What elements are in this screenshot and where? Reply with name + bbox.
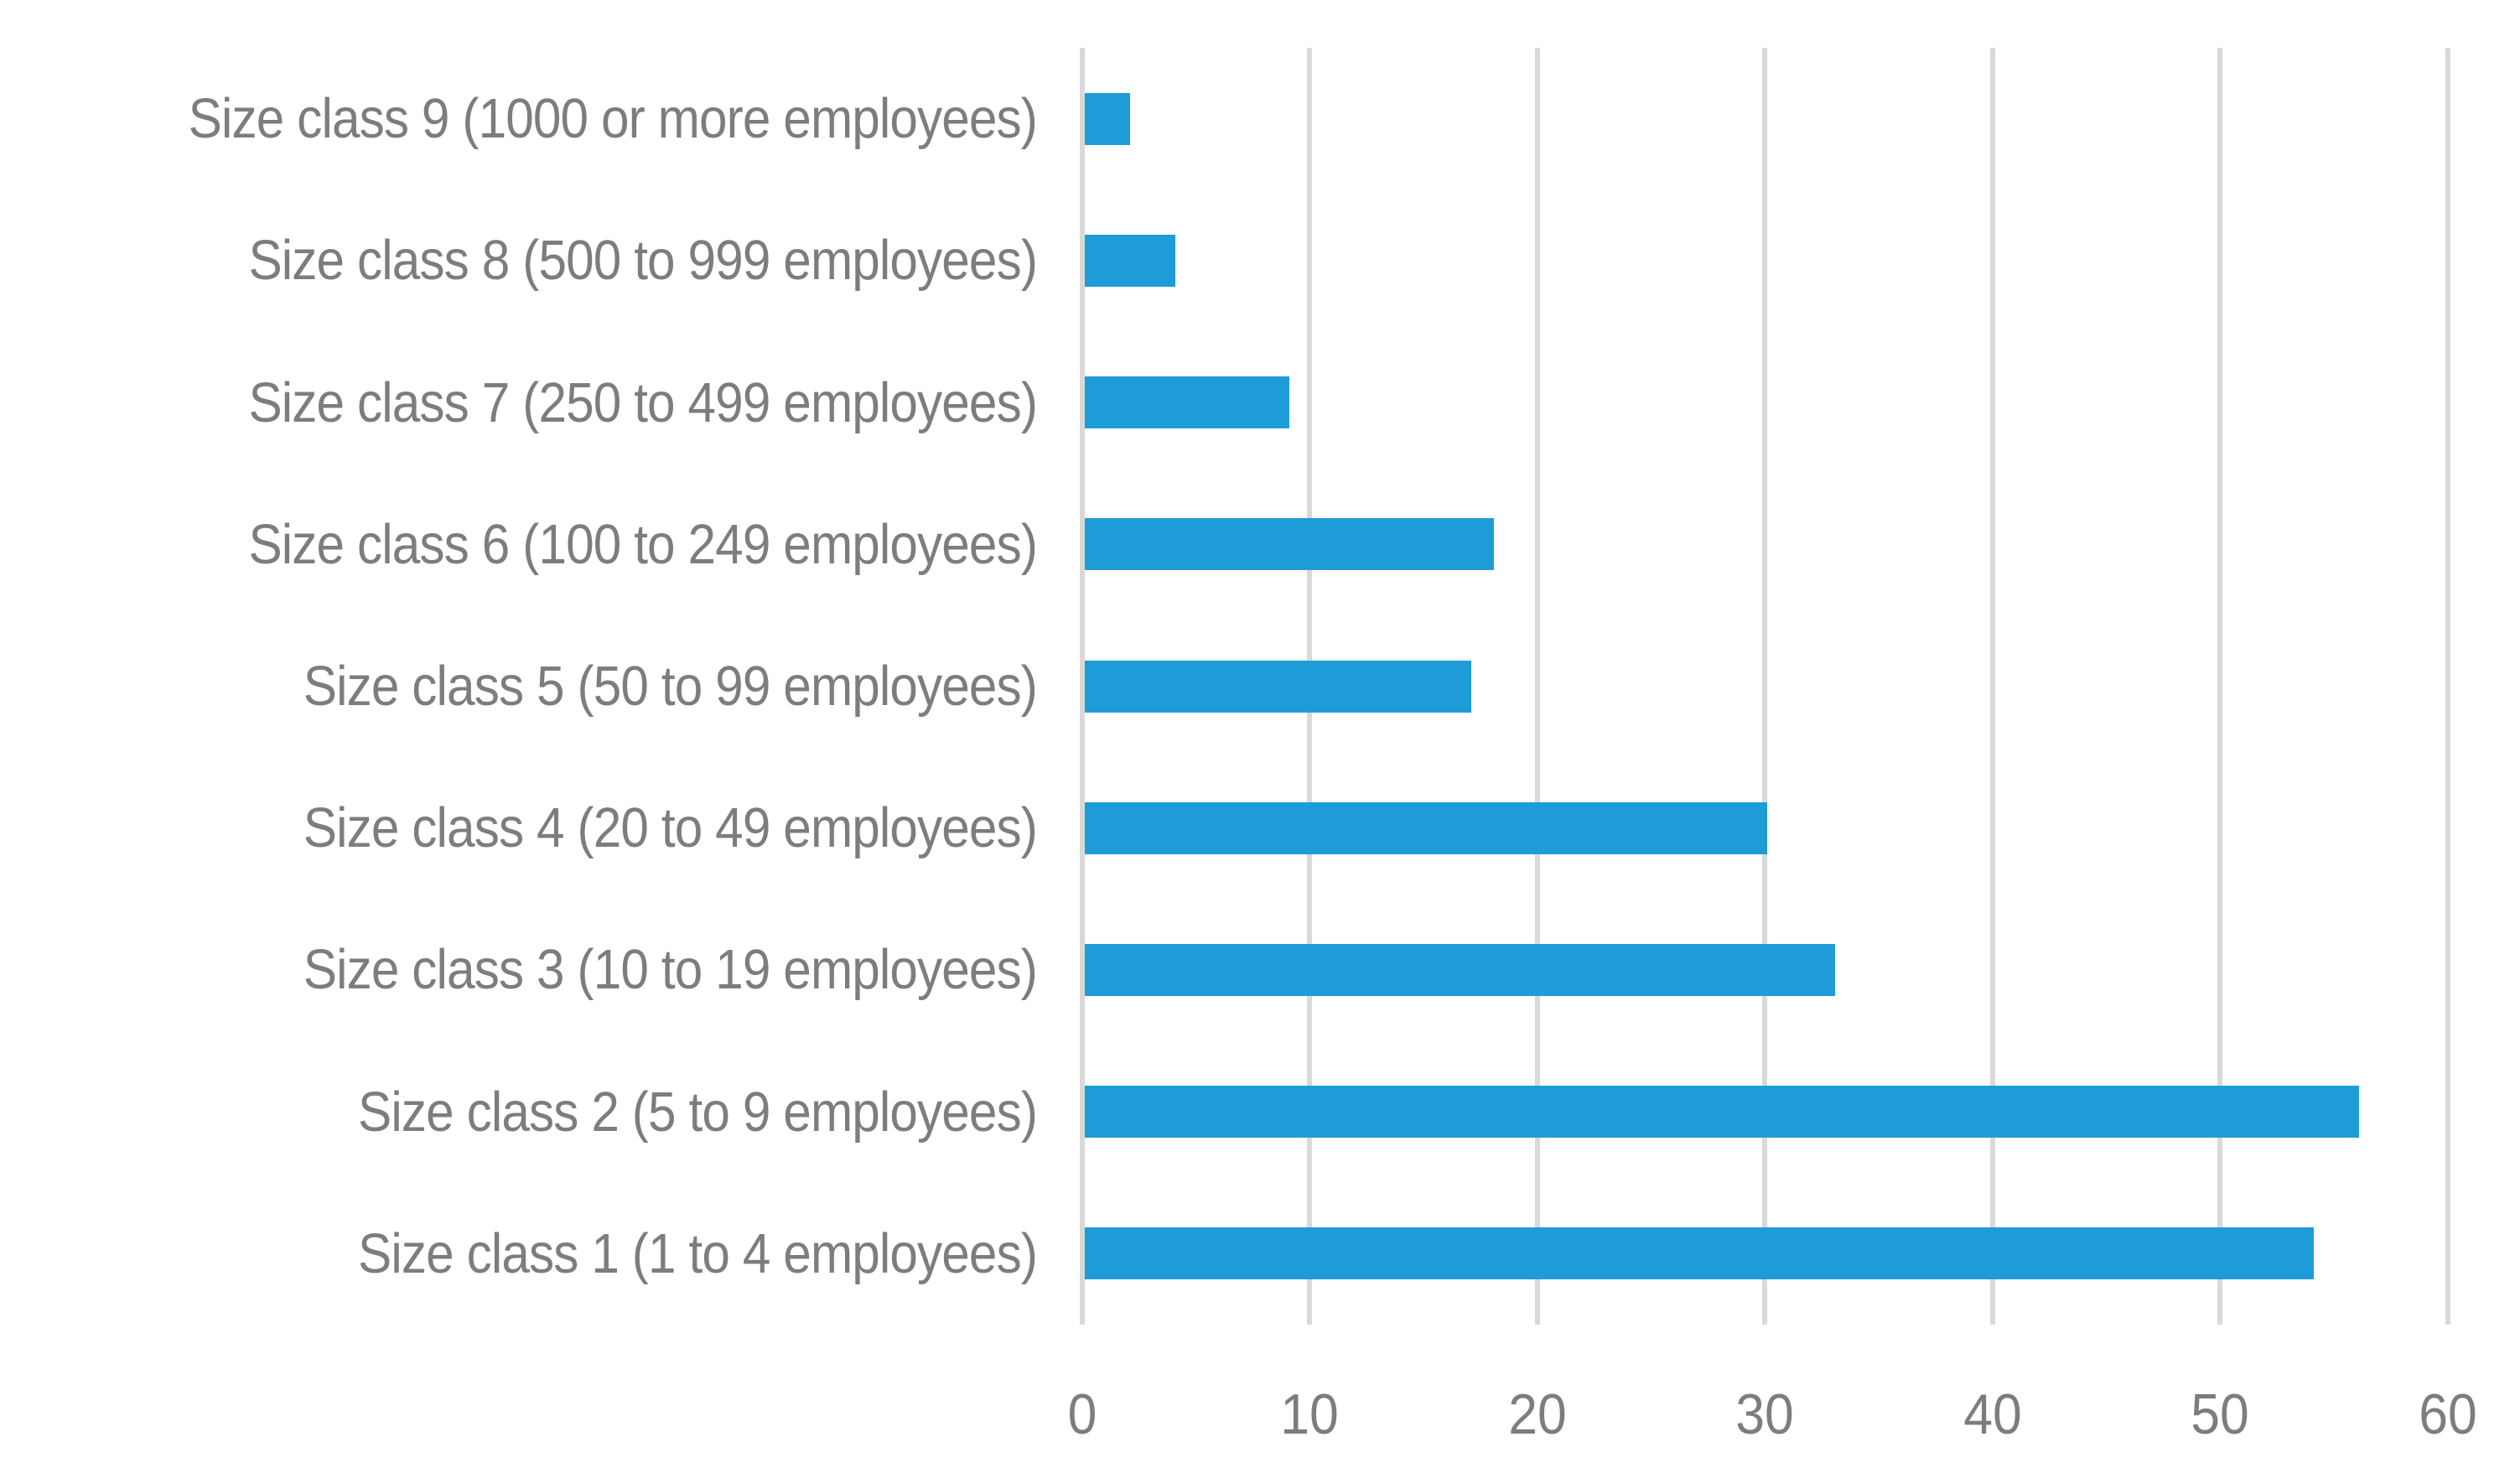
bar — [1084, 376, 1289, 429]
category-label: Size class 2 (5 to 9 employees) — [358, 1080, 1038, 1144]
category-label: Size class 5 (50 to 99 employees) — [303, 654, 1038, 718]
gridline-x-0 — [1079, 48, 1085, 1325]
category-label: Size class 8 (500 to 999 employees) — [248, 229, 1037, 293]
bar — [1084, 801, 1767, 854]
bar — [1084, 92, 1130, 145]
category-label: Size class 6 (100 to 249 employees) — [248, 512, 1037, 576]
x-tick-label: 30 — [1735, 1382, 1794, 1446]
bar — [1084, 660, 1472, 713]
category-label: Size class 9 (1000 or more employees) — [188, 87, 1038, 151]
x-tick-label: 60 — [2418, 1382, 2477, 1446]
category-label: Size class 4 (20 to 49 employees) — [303, 796, 1038, 860]
bar — [1084, 234, 1176, 287]
category-label: Size class 7 (250 to 499 employees) — [248, 371, 1037, 434]
x-tick-label: 50 — [2191, 1382, 2249, 1446]
x-tick-label: 20 — [1507, 1382, 1567, 1446]
bar — [1084, 1227, 2314, 1280]
x-tick-label: 0 — [1067, 1382, 1097, 1446]
bar — [1084, 518, 1495, 571]
bar — [1084, 943, 1836, 996]
gridline-x-50 — [2217, 48, 2222, 1325]
category-label: Size class 1 (1 to 4 employees) — [358, 1221, 1038, 1285]
bar — [1084, 1086, 2359, 1138]
category-label: Size class 3 (10 to 19 employees) — [303, 938, 1038, 1002]
gridline-x-20 — [1534, 48, 1540, 1325]
gridline-x-60 — [2445, 48, 2450, 1325]
x-tick-label: 10 — [1280, 1382, 1339, 1446]
gridline-x-30 — [1762, 48, 1767, 1325]
x-tick-label: 40 — [1963, 1382, 2022, 1446]
gridline-x-40 — [1989, 48, 1995, 1325]
